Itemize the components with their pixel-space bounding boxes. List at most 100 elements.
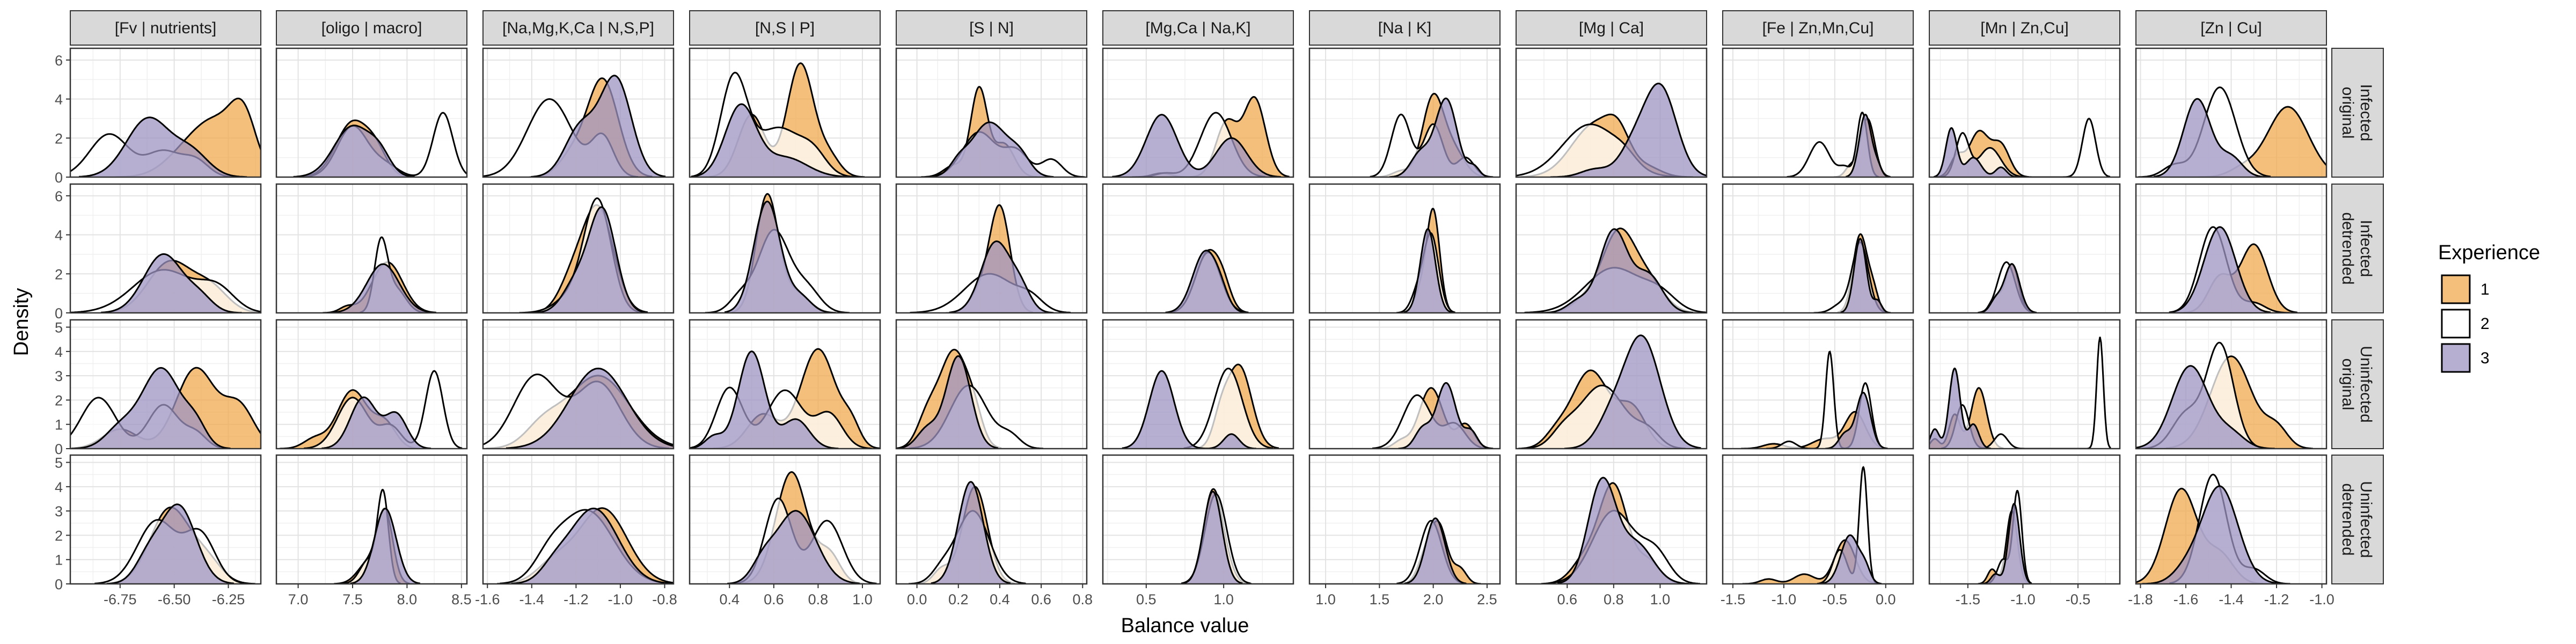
x-tick-label: 8.5 xyxy=(451,591,472,608)
facet-panel xyxy=(1722,319,1914,450)
density-line xyxy=(1766,350,1885,449)
density-line xyxy=(106,503,235,584)
panel-border xyxy=(1722,454,1914,585)
facet-panel xyxy=(69,183,262,314)
facet-panel xyxy=(1722,47,1914,178)
density-group xyxy=(1122,363,1279,449)
x-tick-label: -1.0 xyxy=(2309,591,2334,608)
facet-panel xyxy=(69,454,262,585)
facet-panel xyxy=(482,454,675,585)
density-line xyxy=(71,367,231,449)
density-area xyxy=(690,351,839,449)
panel-background xyxy=(1723,455,1913,584)
y-tick-label: 0 xyxy=(55,441,63,457)
legend: Experience 1 2 3 xyxy=(2438,241,2540,374)
density-area xyxy=(724,201,836,313)
density-area xyxy=(1564,335,1701,449)
y-tick-label: 4 xyxy=(55,344,63,360)
panel-border xyxy=(1308,319,1501,450)
legend-items: 1 2 3 xyxy=(2440,274,2490,374)
x-tick-label: -1.4 xyxy=(2219,591,2244,608)
column-strip: [Fv | nutrients] xyxy=(70,10,261,46)
facet-panel xyxy=(1515,47,1708,178)
panel-border xyxy=(69,454,262,585)
row-strip: Uninfecteddetrended xyxy=(2331,455,2384,584)
row-strip-box xyxy=(2331,184,2384,313)
facet-panel xyxy=(1308,319,1501,450)
facet-panel xyxy=(1928,47,2121,178)
y-tick-label: 5 xyxy=(55,455,63,471)
panel-border xyxy=(895,47,1088,178)
x-axis-title: Balance value xyxy=(1121,614,1249,637)
density-line xyxy=(690,350,839,449)
facet-panel xyxy=(689,319,881,450)
density-area xyxy=(1941,118,2110,177)
x-tick-label: 0.2 xyxy=(948,591,969,608)
facet-panel xyxy=(482,47,675,178)
x-tick-label: -0.5 xyxy=(2066,591,2091,608)
x-tick-label: -1.5 xyxy=(1721,591,1746,608)
column-strip-label: [Mg | Ca] xyxy=(1579,19,1644,37)
row-strip-label-line: detrended xyxy=(2339,212,2357,284)
x-tick-label: 1.0 xyxy=(852,591,873,608)
row-strip: Infectedoriginal xyxy=(2331,48,2384,178)
column-strip-box xyxy=(1309,10,1501,46)
x-tick-label: 1.0 xyxy=(1315,591,1336,608)
y-tick-label: 2 xyxy=(55,392,63,408)
legend-item: 2 xyxy=(2440,308,2490,339)
density-line xyxy=(930,121,1054,177)
density-line xyxy=(1550,82,1707,177)
density-group xyxy=(1165,248,1249,313)
y-tick-label: 4 xyxy=(55,92,63,108)
row-strip-label-line: original xyxy=(2339,87,2357,139)
column-strip: [Zn | Cu] xyxy=(2135,10,2327,46)
density-group xyxy=(1742,466,1882,584)
density-area xyxy=(727,510,860,584)
row-strip-label-line: Infected xyxy=(2357,84,2375,142)
facet-panel xyxy=(1928,454,2121,585)
density-group xyxy=(323,236,436,313)
density-group xyxy=(1181,488,1252,584)
density-area xyxy=(1929,368,1991,449)
x-tick-label: 0.0 xyxy=(907,591,927,608)
density-group xyxy=(483,75,666,177)
panel-border xyxy=(1928,183,2121,314)
legend-key xyxy=(2441,274,2471,304)
density-group xyxy=(2136,473,2290,584)
panel-background xyxy=(1309,184,1500,313)
facet-panel xyxy=(1722,183,1914,314)
x-tick-label: 0.5 xyxy=(1136,591,1157,608)
y-tick-label: 6 xyxy=(55,188,63,204)
x-tick-label: 0.6 xyxy=(1557,591,1577,608)
y-tick-label: 2 xyxy=(55,130,63,147)
density-line xyxy=(293,125,415,177)
density-group xyxy=(727,471,877,584)
panel-border xyxy=(1515,319,1708,450)
x-tick-label: 0.6 xyxy=(764,591,784,608)
x-tick-label: -1.0 xyxy=(1772,591,1797,608)
density-group xyxy=(2138,86,2326,177)
panel-border xyxy=(689,319,881,450)
density-area xyxy=(304,371,463,449)
column-strip-box xyxy=(70,10,261,46)
density-group xyxy=(1518,334,1701,449)
density-area xyxy=(949,241,1054,313)
row-strip-label-line: Uninfected xyxy=(2357,481,2375,558)
facet-panel xyxy=(1515,183,1708,314)
density-group xyxy=(1516,82,1707,177)
facet-panel xyxy=(275,47,468,178)
density-line xyxy=(1820,534,1882,584)
panel-border xyxy=(482,47,675,178)
density-group xyxy=(293,112,467,177)
density-group xyxy=(1372,382,1494,449)
row-strip: Uninfectedoriginal xyxy=(2331,319,2384,449)
legend-item: 3 xyxy=(2440,342,2490,374)
density-line xyxy=(1183,491,1243,584)
density-area xyxy=(79,117,247,177)
x-tick-label: 0.4 xyxy=(990,591,1010,608)
density-area xyxy=(1550,83,1707,177)
row-strip-box xyxy=(2331,48,2384,178)
x-tick-label: -0.8 xyxy=(652,591,677,608)
density-area xyxy=(106,504,234,584)
facet-panel xyxy=(895,319,1088,450)
